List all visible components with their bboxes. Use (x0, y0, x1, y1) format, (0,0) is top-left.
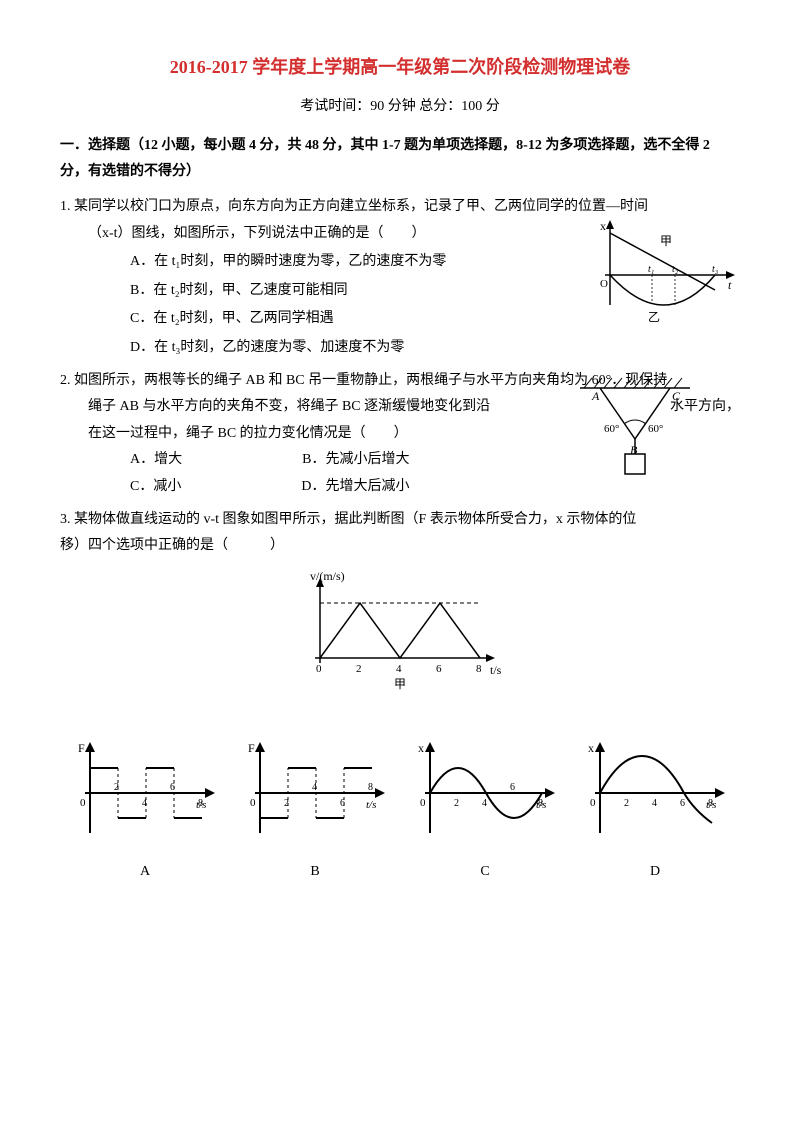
q3-options-row: F t/s 0 2 4 6 8 A F t/s 0 (60, 738, 740, 885)
q2-opt-b: B．先减小后增大 (302, 447, 409, 474)
svg-text:2: 2 (624, 798, 629, 809)
svg-text:2: 2 (454, 798, 459, 809)
svg-text:4: 4 (652, 798, 657, 809)
q3-opt-b-label: B (240, 859, 390, 886)
svg-text:60°: 60° (648, 423, 663, 435)
question-3: 3. 某物体做直线运动的 v-t 图象如图甲所示，据此判断图（F 表示物体所受合… (60, 507, 740, 709)
axis-t-label: t (728, 278, 732, 292)
svg-text:6: 6 (436, 663, 442, 675)
svg-text:8: 8 (708, 798, 713, 809)
svg-text:0: 0 (316, 663, 322, 675)
q3-opt-d-label: D (580, 859, 730, 886)
page-title: 2016-2017 学年度上学期高一年级第二次阶段检测物理试卷 (60, 50, 740, 84)
svg-text:B: B (630, 443, 638, 457)
q3-opt-d-fig: x t/s 0 2 4 6 8 D (580, 738, 730, 885)
svg-text:2: 2 (284, 798, 289, 809)
svg-text:4: 4 (312, 782, 317, 793)
q2-stem2a: 绳子 AB 与水平方向的夹角不变，将绳子 BC 逐渐缓慢地变化到沿 (88, 394, 490, 421)
svg-text:6: 6 (170, 782, 175, 793)
q2-figure: A C B 60° 60° (570, 374, 700, 495)
svg-text:x: x (418, 741, 424, 755)
svg-text:t₂: t₂ (672, 264, 679, 275)
svg-text:2: 2 (356, 663, 362, 675)
svg-text:t₁: t₁ (648, 264, 654, 275)
svg-text:8: 8 (368, 782, 373, 793)
q3-stem2: 移）四个选项中正确的是（ ） (60, 533, 740, 560)
q2-opt-d: D．先增大后减小 (301, 474, 409, 501)
svg-text:6: 6 (510, 782, 515, 793)
svg-text:t/s: t/s (366, 799, 376, 811)
question-2: 2. 如图所示，两根等长的绳子 AB 和 BC 吊一重物静止，两根绳子与水平方向… (60, 368, 740, 501)
svg-text:x: x (588, 741, 594, 755)
svg-text:v/(m/s): v/(m/s) (310, 569, 345, 583)
svg-text:4: 4 (142, 798, 147, 809)
svg-text:C: C (672, 389, 681, 403)
svg-text:8: 8 (538, 798, 543, 809)
q3-opt-b-fig: F t/s 0 2 4 6 8 B (240, 738, 390, 885)
svg-text:0: 0 (420, 797, 426, 809)
q3-opt-a-fig: F t/s 0 2 4 6 8 A (70, 738, 220, 885)
svg-text:F: F (78, 741, 85, 755)
label-jia: 甲 (660, 234, 672, 248)
svg-text:t₃: t₃ (712, 264, 719, 275)
svg-text:4: 4 (482, 798, 487, 809)
q3-stem1: 3. 某物体做直线运动的 v-t 图象如图甲所示，据此判断图（F 表示物体所受合… (60, 507, 740, 534)
exam-info: 考试时间：90 分钟 总分：100 分 (60, 94, 740, 121)
svg-text:6: 6 (680, 798, 685, 809)
svg-text:60°: 60° (604, 423, 619, 435)
q3-opt-a-label: A (70, 859, 220, 886)
q1-figure: x t O 甲 乙 t₁ t₂ t₃ (590, 215, 740, 346)
svg-text:t/s: t/s (490, 663, 502, 677)
svg-text:8: 8 (198, 798, 203, 809)
axis-x-label: x (600, 219, 606, 233)
svg-text:甲: 甲 (394, 677, 406, 691)
svg-text:4: 4 (396, 663, 402, 675)
q2-opt-a: A．增大 (130, 447, 182, 474)
q3-opt-c-fig: x t/s 0 2 4 6 8 C (410, 738, 560, 885)
question-1: 1. 某同学以校门口为原点，向东方向为正方向建立坐标系，记录了甲、乙两位同学的位… (60, 194, 740, 362)
svg-text:6: 6 (340, 798, 345, 809)
section1-head: 一．选择题（12 小题，每小题 4 分，共 48 分，其中 1-7 题为单项选择… (60, 133, 740, 186)
svg-text:0: 0 (250, 797, 256, 809)
svg-text:2: 2 (114, 782, 119, 793)
q3-opt-c-label: C (410, 859, 560, 886)
q2-opt-c: C．减小 (130, 474, 181, 501)
svg-text:0: 0 (80, 797, 86, 809)
svg-text:0: 0 (590, 797, 596, 809)
label-yi: 乙 (648, 310, 660, 324)
svg-text:8: 8 (476, 663, 482, 675)
q3-main-figure: v/(m/s) t/s 0 2 4 6 8 甲 (60, 568, 740, 709)
svg-text:A: A (591, 389, 600, 403)
svg-text:O: O (600, 278, 608, 290)
svg-text:F: F (248, 741, 255, 755)
